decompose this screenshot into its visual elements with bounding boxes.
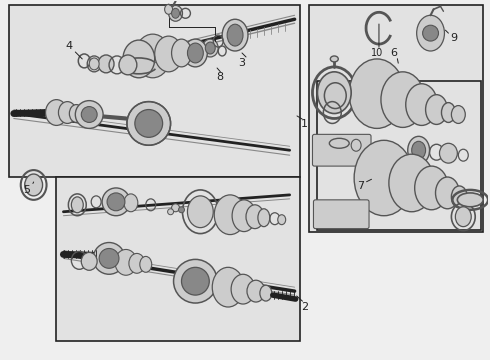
Ellipse shape	[416, 15, 444, 51]
Ellipse shape	[89, 58, 99, 70]
Ellipse shape	[426, 95, 447, 125]
Ellipse shape	[129, 253, 145, 273]
Ellipse shape	[119, 55, 137, 75]
Ellipse shape	[123, 40, 155, 78]
Circle shape	[178, 207, 184, 213]
Ellipse shape	[188, 43, 203, 63]
Ellipse shape	[172, 8, 179, 18]
Ellipse shape	[329, 138, 349, 148]
Ellipse shape	[455, 207, 471, 227]
Circle shape	[81, 107, 97, 122]
Circle shape	[181, 267, 209, 295]
Ellipse shape	[98, 55, 114, 73]
Ellipse shape	[70, 105, 83, 122]
Ellipse shape	[406, 84, 438, 125]
Ellipse shape	[441, 103, 455, 122]
Text: 6: 6	[391, 48, 397, 58]
Ellipse shape	[205, 42, 215, 54]
Text: 8: 8	[217, 72, 224, 82]
Ellipse shape	[165, 4, 172, 14]
Text: 3: 3	[239, 58, 245, 68]
Circle shape	[168, 209, 173, 215]
Ellipse shape	[46, 100, 68, 125]
Circle shape	[102, 188, 130, 216]
Ellipse shape	[72, 197, 83, 213]
Text: 1: 1	[301, 120, 308, 130]
Text: 4: 4	[66, 41, 73, 51]
Ellipse shape	[389, 154, 435, 212]
Ellipse shape	[222, 19, 248, 51]
Ellipse shape	[155, 36, 182, 72]
FancyBboxPatch shape	[313, 134, 371, 166]
Ellipse shape	[212, 267, 244, 307]
Circle shape	[127, 102, 171, 145]
Bar	[56, 177, 299, 341]
Ellipse shape	[188, 196, 213, 228]
Text: 10: 10	[371, 48, 383, 58]
Ellipse shape	[214, 195, 246, 235]
Ellipse shape	[115, 249, 137, 275]
Ellipse shape	[169, 5, 182, 21]
Bar	[310, 5, 483, 231]
Text: 7: 7	[358, 181, 365, 191]
Ellipse shape	[183, 39, 207, 67]
Ellipse shape	[202, 39, 218, 57]
Ellipse shape	[135, 34, 171, 78]
Circle shape	[135, 109, 163, 137]
Ellipse shape	[415, 166, 448, 210]
Ellipse shape	[260, 285, 272, 301]
Ellipse shape	[172, 39, 192, 67]
Ellipse shape	[278, 215, 286, 225]
Ellipse shape	[231, 274, 255, 304]
Ellipse shape	[58, 102, 76, 123]
Ellipse shape	[354, 140, 414, 216]
FancyBboxPatch shape	[314, 200, 369, 229]
Ellipse shape	[451, 186, 467, 208]
Ellipse shape	[227, 24, 243, 46]
Ellipse shape	[451, 105, 466, 123]
Ellipse shape	[412, 141, 426, 159]
Ellipse shape	[351, 139, 361, 151]
Text: 2: 2	[301, 302, 308, 312]
Ellipse shape	[232, 200, 256, 231]
Circle shape	[99, 248, 119, 268]
Ellipse shape	[124, 194, 138, 212]
Bar	[318, 81, 481, 230]
Circle shape	[75, 100, 103, 129]
Ellipse shape	[140, 256, 152, 272]
Circle shape	[107, 193, 125, 211]
Ellipse shape	[81, 252, 97, 270]
Circle shape	[172, 204, 179, 212]
Text: 9: 9	[450, 33, 457, 43]
Ellipse shape	[381, 72, 425, 127]
Ellipse shape	[436, 177, 459, 209]
Ellipse shape	[247, 280, 265, 302]
Text: 5: 5	[23, 185, 30, 195]
Ellipse shape	[349, 59, 405, 129]
Circle shape	[422, 25, 439, 41]
Ellipse shape	[258, 209, 270, 227]
Ellipse shape	[408, 136, 430, 164]
Ellipse shape	[24, 174, 43, 196]
Bar	[9, 5, 299, 177]
Ellipse shape	[440, 143, 457, 163]
Ellipse shape	[318, 72, 351, 113]
Circle shape	[93, 243, 125, 274]
Ellipse shape	[330, 56, 338, 62]
Circle shape	[173, 260, 217, 303]
Ellipse shape	[246, 205, 264, 229]
Ellipse shape	[457, 193, 483, 207]
